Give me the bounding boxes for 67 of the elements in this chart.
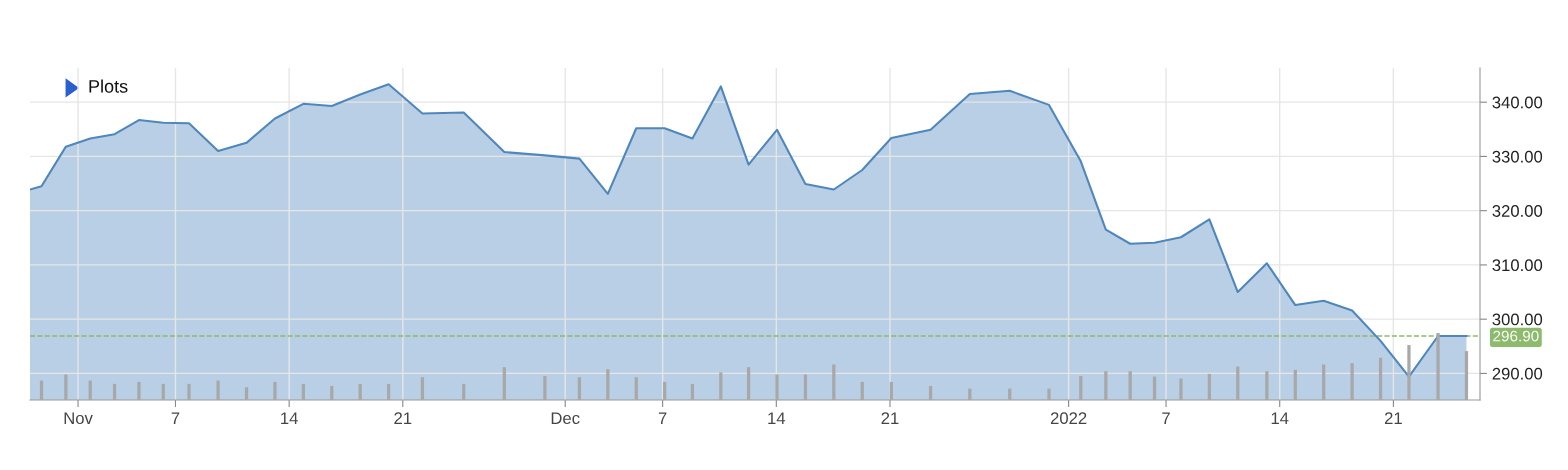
bar (889, 381, 893, 400)
bar (1378, 357, 1383, 400)
bar (358, 383, 362, 400)
bar (1464, 351, 1469, 400)
bar (1407, 345, 1411, 400)
bar (803, 374, 808, 400)
bar (775, 374, 779, 400)
bar (577, 377, 582, 400)
bar (1322, 364, 1326, 400)
y-tick-label: 330.00 (1492, 150, 1543, 163)
x-tick-label: 7 (1162, 412, 1170, 424)
y-tick-label: 310.00 (1492, 259, 1543, 272)
bar (1047, 388, 1051, 400)
x-tick-label: 2022 (1050, 412, 1087, 425)
bar (301, 383, 305, 400)
bar (1236, 366, 1240, 400)
bar (1265, 371, 1269, 400)
bar (1179, 378, 1183, 400)
bar (88, 380, 92, 400)
x-tick-label: 21 (394, 412, 412, 424)
bar (634, 377, 638, 400)
annotation: Plots (89, 79, 128, 93)
bar (543, 375, 547, 400)
bar (860, 381, 864, 400)
y-tick-label: 290.00 (1492, 367, 1543, 380)
bar (1207, 373, 1211, 400)
bar (244, 387, 249, 400)
bar (502, 367, 506, 400)
bar (64, 374, 68, 400)
y-tick-label: 340.00 (1492, 96, 1543, 109)
bar (1436, 333, 1440, 400)
x-tick-label: 7 (658, 412, 667, 424)
bar (928, 385, 933, 400)
x-tick-label: 21 (1384, 412, 1402, 424)
y-tick-label: 320.00 (1492, 205, 1543, 217)
bar (420, 377, 425, 400)
bar (39, 380, 44, 400)
bar (386, 383, 391, 400)
bar (216, 380, 220, 400)
bar (187, 383, 191, 400)
bar (1350, 363, 1354, 400)
bar (330, 385, 334, 400)
y-tick-label: 300.00 (1492, 313, 1543, 326)
bar (606, 369, 610, 400)
bar (1293, 369, 1297, 400)
bar (1152, 376, 1157, 400)
bar (462, 383, 466, 400)
bar (719, 372, 723, 400)
bar (112, 383, 117, 400)
bar (1128, 371, 1132, 400)
bar (1104, 371, 1108, 400)
bar (137, 381, 141, 400)
bar (746, 367, 751, 400)
x-tick-label: Dec (551, 412, 580, 425)
x-tick-label: 14 (1271, 412, 1289, 424)
bar (1079, 375, 1083, 400)
bar (273, 381, 277, 400)
x-tick-label: 21 (881, 412, 899, 424)
bar (832, 364, 836, 400)
x-tick-label: 14 (768, 412, 786, 424)
bar (161, 383, 165, 400)
ref-line-label: 296.90 (1493, 330, 1539, 342)
x-tick-label: 14 (281, 412, 298, 424)
bar (663, 381, 667, 400)
x-tick-label: Nov (64, 412, 93, 425)
x-tick-label: 7 (171, 412, 180, 424)
bar (690, 383, 695, 400)
